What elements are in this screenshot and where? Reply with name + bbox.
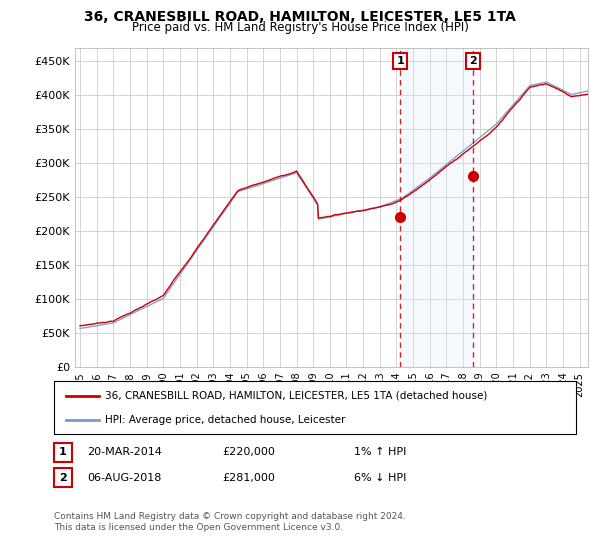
Text: 1: 1 bbox=[59, 447, 67, 458]
Text: £220,000: £220,000 bbox=[222, 447, 275, 458]
Text: 2: 2 bbox=[59, 473, 67, 483]
Text: 36, CRANESBILL ROAD, HAMILTON, LEICESTER, LE5 1TA: 36, CRANESBILL ROAD, HAMILTON, LEICESTER… bbox=[84, 10, 516, 24]
Text: Price paid vs. HM Land Registry's House Price Index (HPI): Price paid vs. HM Land Registry's House … bbox=[131, 21, 469, 34]
Text: £281,000: £281,000 bbox=[222, 473, 275, 483]
Text: 06-AUG-2018: 06-AUG-2018 bbox=[87, 473, 161, 483]
Text: HPI: Average price, detached house, Leicester: HPI: Average price, detached house, Leic… bbox=[105, 415, 346, 425]
Text: Contains HM Land Registry data © Crown copyright and database right 2024.
This d: Contains HM Land Registry data © Crown c… bbox=[54, 512, 406, 532]
Text: 20-MAR-2014: 20-MAR-2014 bbox=[87, 447, 162, 458]
Bar bbox=[400, 48, 473, 367]
Text: 6% ↓ HPI: 6% ↓ HPI bbox=[354, 473, 406, 483]
Text: 1: 1 bbox=[396, 56, 404, 66]
Text: 36, CRANESBILL ROAD, HAMILTON, LEICESTER, LE5 1TA (detached house): 36, CRANESBILL ROAD, HAMILTON, LEICESTER… bbox=[105, 391, 487, 401]
Text: 1% ↑ HPI: 1% ↑ HPI bbox=[354, 447, 406, 458]
Text: 2: 2 bbox=[469, 56, 477, 66]
